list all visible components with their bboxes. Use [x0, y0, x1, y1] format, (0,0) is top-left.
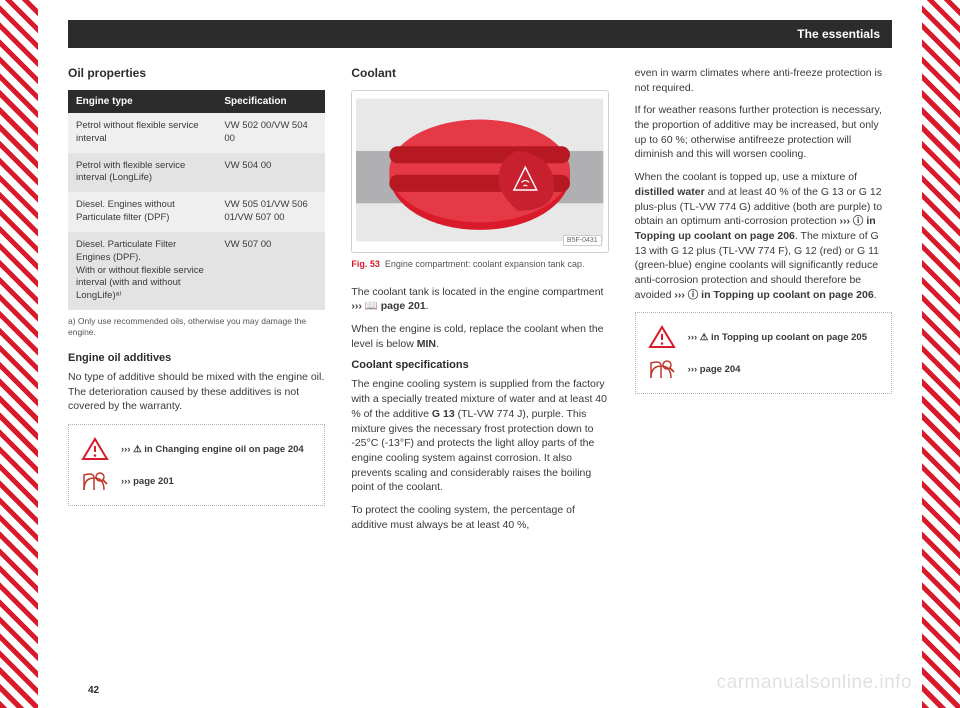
coolant-heading: Coolant	[351, 66, 608, 80]
cell: Petrol without flexible service interval	[68, 113, 216, 153]
body-text: When the coolant is topped up, use a mix…	[635, 170, 892, 302]
ref-warning: ››› ⚠ in Changing engine oil on page 204	[81, 437, 312, 461]
ref-text: ››› page 204	[688, 364, 741, 375]
book-search-icon	[648, 357, 676, 381]
oil-properties-heading: Oil properties	[68, 66, 325, 80]
table-row: Diesel. Engines without Particulate filt…	[68, 192, 325, 232]
ref-bookmark: ››› page 204	[648, 357, 879, 381]
warning-icon	[648, 325, 676, 349]
cell: Diesel. Engines without Particulate filt…	[68, 192, 216, 232]
body-text: even in warm climates where anti-freeze …	[635, 66, 892, 95]
table-header-row: Engine type Specification	[68, 90, 325, 113]
page-border-right	[922, 0, 960, 708]
watermark: carmanualsonline.info	[717, 672, 912, 694]
ref-inline: ››› ⓘ in Topping up coolant on page 206	[674, 289, 873, 301]
cell: VW 502 00/VW 504 00	[216, 113, 325, 153]
warning-icon	[81, 437, 109, 461]
cell: Petrol with flexible service interval (L…	[68, 153, 216, 193]
body-text: If for weather reasons further protectio…	[635, 103, 892, 162]
oil-spec-table: Engine type Specification Petrol without…	[68, 90, 325, 310]
distilled-water: distilled water	[635, 186, 705, 198]
coolant-spec-heading: Coolant specifications	[351, 359, 608, 371]
figure-id: B5F-0431	[563, 235, 602, 246]
ref-text: ››› page 201	[121, 476, 174, 487]
cell: VW 505 01/VW 506 01/VW 507 00	[216, 192, 325, 232]
text-run: When the coolant is topped up, use a mix…	[635, 171, 857, 183]
text-run: (TL-VW 774 J), purple. This mixture give…	[351, 408, 594, 493]
figure-label: Fig. 53	[351, 259, 380, 269]
body-text: The coolant tank is located in the engin…	[351, 285, 608, 314]
ref-warning: ››› ⚠ in Topping up coolant on page 205	[648, 325, 879, 349]
ref-bookmark: ››› page 201	[81, 469, 312, 493]
body-text: When the engine is cold, replace the coo…	[351, 322, 608, 351]
table-row: Petrol with flexible service interval (L…	[68, 153, 325, 193]
reference-box: ››› ⚠ in Changing engine oil on page 204…	[68, 424, 325, 506]
body-columns: Oil properties Engine type Specification…	[68, 66, 892, 656]
figure-caption-text: Engine compartment: coolant expansion ta…	[385, 259, 585, 269]
body-text: The engine cooling system is supplied fr…	[351, 377, 608, 495]
ref-inline: ››› 📖 page 201	[351, 300, 425, 312]
ref-text: ››› ⚠ in Topping up coolant on page 205	[688, 332, 867, 343]
text-run: The coolant tank is located in the engin…	[351, 286, 603, 298]
cell: VW 507 00	[216, 232, 325, 310]
text-run: .	[874, 289, 877, 301]
cell: Diesel. Particulate Filter Engines (DPF)…	[68, 232, 216, 310]
text-run: .	[426, 300, 429, 312]
text-run: .	[436, 338, 439, 350]
text-run: When the engine is cold, replace the coo…	[351, 323, 603, 350]
coolant-cap-illustration	[356, 95, 603, 245]
engine-oil-additives-heading: Engine oil additives	[68, 352, 325, 364]
min-label: MIN	[417, 338, 436, 350]
figure-caption: Fig. 53 Engine compartment: coolant expa…	[351, 259, 608, 271]
body-text: To protect the cooling system, the perce…	[351, 503, 608, 532]
table-footnote: a) Only use recommended oils, otherwise …	[68, 316, 325, 338]
page-content: The essentials Oil properties Engine typ…	[38, 0, 922, 708]
reference-box: ››› ⚠ in Topping up coolant on page 205 …	[635, 312, 892, 394]
page-border-left	[0, 0, 38, 708]
table-row: Petrol without flexible service interval…	[68, 113, 325, 153]
g13-label: G 13	[432, 408, 455, 420]
col-engine-type: Engine type	[68, 90, 216, 113]
table-row: Diesel. Particulate Filter Engines (DPF)…	[68, 232, 325, 310]
col-specification: Specification	[216, 90, 325, 113]
section-header: The essentials	[68, 20, 892, 48]
coolant-figure: B5F-0431	[351, 90, 608, 253]
body-text: No type of additive should be mixed with…	[68, 370, 325, 414]
cell: VW 504 00	[216, 153, 325, 193]
ref-text: ››› ⚠ in Changing engine oil on page 204	[121, 444, 304, 455]
page-number: 42	[88, 685, 99, 696]
book-search-icon	[81, 469, 109, 493]
